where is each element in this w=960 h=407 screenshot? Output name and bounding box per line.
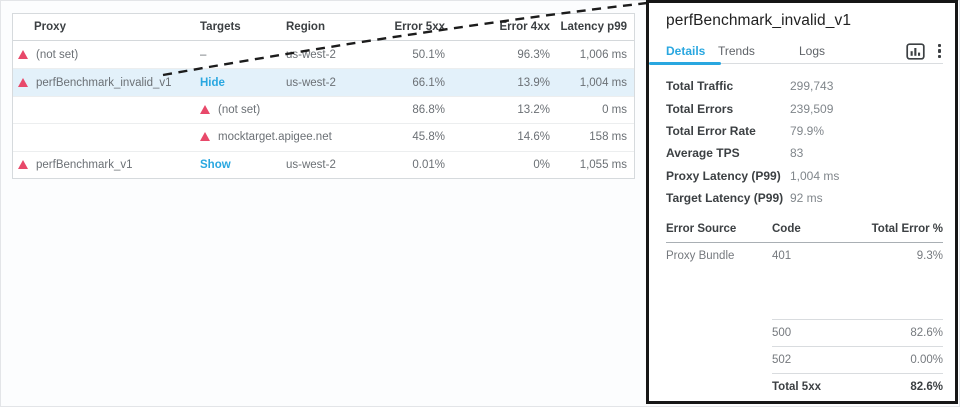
column-header-error-5xx: Error 5xx	[394, 21, 445, 33]
error-source-table: Error Source Code Total Error % Proxy Bu…	[666, 223, 943, 400]
active-tab-underline	[649, 62, 721, 65]
table-row-target[interactable]: mocktarget.apigee.net 45.8% 14.6% 158 ms	[13, 123, 634, 151]
proxy-name: (not set)	[36, 48, 79, 61]
error-4xx-cell: 13.2%	[517, 103, 550, 116]
error-5xx-cell: 0.01%	[412, 158, 445, 171]
latency-p99-cell: 158 ms	[589, 131, 627, 144]
stat-average-tps: Average TPS 83	[666, 146, 804, 161]
error-5xx-cell: 86.8%	[412, 103, 445, 116]
column-header-proxy: Proxy	[34, 21, 66, 33]
bar-chart-icon[interactable]	[906, 42, 925, 60]
latency-p99-cell: 1,006 ms	[579, 48, 627, 61]
stat-total-errors: Total Errors 239,509	[666, 101, 834, 116]
panel-title: perfBenchmark_invalid_v1	[666, 12, 852, 29]
warning-icon	[18, 159, 28, 169]
proxy-name: perfBenchmark_invalid_v1	[36, 76, 172, 89]
stat-total-traffic: Total Traffic 299,743	[666, 79, 834, 94]
table-row[interactable]: (not set) – us-west-2 50.1% 96.3% 1,006 …	[13, 41, 634, 69]
table-row-target[interactable]: (not set) 86.8% 13.2% 0 ms	[13, 95, 634, 124]
tab-trends[interactable]: Trends	[718, 44, 755, 58]
detail-panel: perfBenchmark_invalid_v1 Details Trends …	[646, 0, 958, 404]
proxy-table: Proxy Targets Region Error 5xx Error 4xx…	[12, 13, 635, 179]
warning-icon	[200, 132, 210, 142]
error-table-header: Error Source Code Total Error %	[666, 223, 943, 244]
target-name: mocktarget.apigee.net	[218, 131, 332, 144]
tab-details[interactable]: Details	[666, 44, 706, 58]
table-row[interactable]: perfBenchmark_v1 Show us-west-2 0.01% 0%…	[13, 150, 634, 178]
error-5xx-cell: 66.1%	[412, 76, 445, 89]
stat-proxy-latency: Proxy Latency (P99) 1,004 ms	[666, 168, 840, 183]
error-5xx-cell: 45.8%	[412, 131, 445, 144]
proxy-name: perfBenchmark_v1	[36, 158, 133, 171]
targets-cell: –	[200, 48, 207, 61]
error-4xx-cell: 96.3%	[517, 48, 550, 61]
error-4xx-cell: 14.6%	[517, 131, 550, 144]
column-header-error-4xx: Error 4xx	[499, 21, 550, 33]
table-row-selected[interactable]: perfBenchmark_invalid_v1 Hide us-west-2 …	[13, 68, 634, 96]
warning-icon	[18, 77, 28, 87]
region-cell: us-west-2	[286, 158, 336, 171]
tab-logs[interactable]: Logs	[799, 44, 826, 58]
error-table-gap	[666, 269, 943, 319]
latency-p99-cell: 1,004 ms	[579, 76, 627, 89]
warning-icon	[200, 104, 210, 114]
error-4xx-cell: 0%	[533, 158, 550, 171]
warning-icon	[18, 49, 28, 59]
error-5xx-cell: 50.1%	[412, 48, 445, 61]
table-header-row: Proxy Targets Region Error 5xx Error 4xx…	[13, 14, 634, 41]
tab-bar: Details Trends Logs	[649, 39, 943, 65]
error-row-401: Proxy Bundle 401 9.3%	[666, 250, 943, 263]
stat-total-error-rate: Total Error Rate 79.9%	[666, 123, 825, 138]
error-row-500: 500 82.6%	[772, 319, 943, 346]
column-header-latency-p99: Latency p99	[560, 21, 627, 33]
stats-list: Total Traffic 299,743 Total Errors 239,509…	[666, 75, 943, 209]
kebab-menu-icon[interactable]	[936, 42, 943, 60]
targets-toggle-link[interactable]: Hide	[200, 76, 225, 89]
error-row-502: 502 0.00%	[772, 346, 943, 373]
error-row-total-5xx: Total 5xx 82.6%	[772, 373, 943, 400]
column-header-region: Region	[286, 21, 325, 33]
region-cell: us-west-2	[286, 48, 336, 61]
column-header-targets: Targets	[200, 21, 241, 33]
stat-target-latency: Target Latency (P99) 92 ms	[666, 191, 823, 206]
latency-p99-cell: 1,055 ms	[579, 158, 627, 171]
latency-p99-cell: 0 ms	[602, 103, 627, 116]
error-4xx-cell: 13.9%	[517, 76, 550, 89]
target-name: (not set)	[218, 103, 261, 116]
region-cell: us-west-2	[286, 76, 336, 89]
targets-toggle-link[interactable]: Show	[200, 158, 231, 171]
